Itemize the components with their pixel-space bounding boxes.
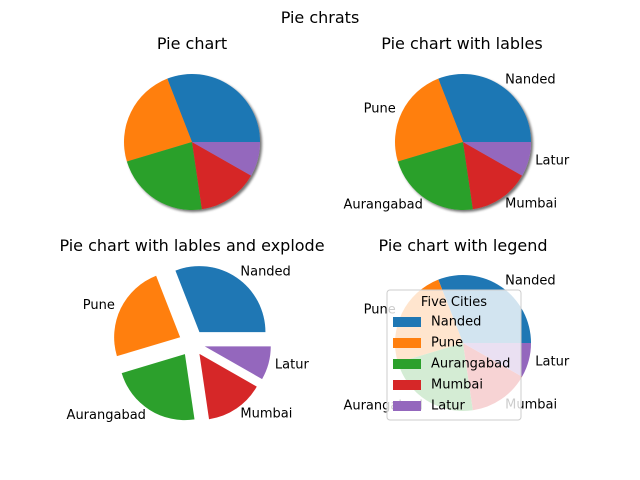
legend-entry-mumbai: Mumbai (431, 378, 483, 393)
pie-wedges (114, 266, 271, 421)
pie-chart-basic: Pie chart (123, 34, 260, 210)
pie-label-pune: Pune (83, 298, 115, 313)
pie-wedge-pune (114, 275, 181, 357)
legend-entry-aurangabad: Aurangabad (431, 357, 510, 372)
pie-wedge-latur (463, 142, 531, 176)
legend-swatch-latur (393, 401, 421, 411)
pie-wedge-nanded (438, 74, 531, 142)
pie-title: Pie chart with legend (379, 236, 548, 255)
pie-wedge-aurangabad (121, 354, 195, 421)
legend-swatch-aurangabad (393, 359, 421, 369)
legend-entry-pune: Pune (431, 336, 463, 351)
figure-suptitle: Pie chrats (281, 8, 360, 27)
pie-label-aurangabad: Aurangabad (67, 408, 146, 423)
pie-wedge-latur (192, 142, 260, 176)
pie-wedge-nanded (175, 266, 266, 333)
pie-wedges (395, 74, 531, 210)
pie-wedge-pune (395, 78, 463, 162)
pie-label-mumbai: Mumbai (240, 406, 292, 421)
pie-label-latur: Latur (535, 355, 570, 370)
pie-wedges (123, 74, 260, 210)
pie-label-latur: Latur (275, 357, 310, 372)
legend-entry-latur: Latur (431, 399, 466, 414)
legend-swatch-mumbai (393, 380, 421, 390)
legend: Five Cities Nanded Pune Aurangabad Mumbai La… (386, 289, 522, 421)
pie-chart-with-labels-and-explode: Pie chart with lables and explode Nanded… (59, 236, 324, 423)
pie-label-nanded: Nanded (240, 265, 290, 280)
pie-wedge-nanded (167, 74, 260, 142)
pie-chart-with-labels: Pie chart with lables Nanded Pune Aurangab… (343, 34, 569, 213)
pie-wedge-mumbai (463, 142, 523, 210)
legend-title: Five Cities (421, 295, 487, 310)
pie-title: Pie chart (157, 34, 227, 53)
pie-label-mumbai: Mumbai (505, 196, 557, 211)
pie-label-aurangabad: Aurangabad (343, 198, 422, 213)
legend-entry-nanded: Nanded (431, 315, 481, 330)
pie-title: Pie chart with lables and explode (59, 236, 324, 255)
legend-swatch-nanded (393, 317, 421, 327)
pie-label-nanded: Nanded (505, 274, 555, 289)
pie-wedge-mumbai (192, 142, 252, 210)
pie-label-nanded: Nanded (505, 73, 555, 88)
pie-wedge-mumbai (199, 353, 257, 420)
pie-wedge-aurangabad (397, 142, 473, 210)
pie-title: Pie chart with lables (381, 34, 542, 53)
pie-label-pune: Pune (364, 102, 396, 117)
pie-wedge-aurangabad (126, 142, 202, 210)
pie-wedge-pune (123, 78, 192, 162)
legend-swatch-pune (393, 338, 421, 348)
pie-wedge-latur (204, 346, 271, 380)
pie-label-latur: Latur (535, 154, 570, 169)
